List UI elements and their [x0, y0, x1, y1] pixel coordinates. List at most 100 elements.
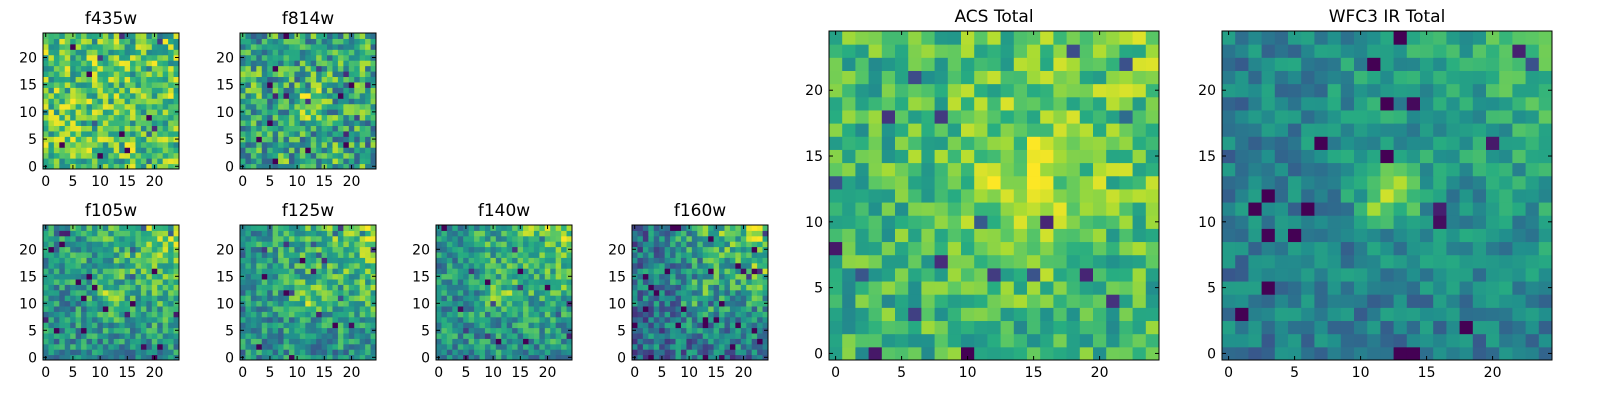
heatmap-cell: [561, 300, 568, 307]
heatmap-cell: [272, 114, 279, 121]
heatmap-cell: [354, 311, 361, 318]
heatmap-cell: [272, 338, 279, 345]
heatmap-cell: [267, 262, 274, 269]
heatmap-cell: [86, 103, 93, 110]
heatmap-cell: [934, 267, 949, 282]
heatmap-cell: [86, 322, 93, 329]
heatmap-cell: [140, 33, 147, 39]
heatmap-cell: [1027, 228, 1041, 243]
heatmap-cell: [1261, 228, 1276, 243]
heatmap-cell: [310, 311, 317, 318]
heatmap-cell: [64, 60, 71, 67]
heatmap-cell: [173, 306, 180, 312]
heatmap-cell: [119, 252, 126, 258]
heatmap-cell: [550, 295, 557, 302]
heatmap-cell: [961, 254, 975, 269]
heatmap-cell: [168, 49, 175, 56]
heatmap-cell: [113, 306, 120, 312]
heatmap-cell: [119, 147, 126, 154]
heatmap-cell: [245, 130, 252, 137]
heatmap-cell: [316, 54, 323, 61]
heatmap-cell: [664, 284, 671, 291]
heatmap-cell: [1380, 333, 1395, 348]
heatmap-cell: [294, 338, 301, 345]
heatmap-cell: [283, 92, 290, 99]
heatmap-cell: [895, 188, 909, 203]
heatmap-cell: [97, 300, 104, 307]
heatmap-cell: [343, 81, 350, 88]
heatmap-cell: [321, 114, 328, 121]
heatmap-cell: [1314, 307, 1329, 322]
heatmap-cell: [48, 103, 55, 110]
heatmap-cell: [113, 343, 120, 350]
heatmap-cell: [1367, 346, 1381, 361]
heatmap-cell: [365, 225, 372, 231]
heatmap-cell: [337, 284, 344, 291]
heatmap-cell: [91, 225, 98, 231]
heatmap-cell: [321, 295, 328, 302]
heatmap-cell: [659, 338, 666, 345]
heatmap-cell: [240, 120, 246, 126]
heatmap-cell: [130, 130, 136, 137]
heatmap-cell: [59, 316, 66, 323]
heatmap-cell: [365, 257, 372, 264]
heatmap-cell: [294, 235, 301, 242]
heatmap-cell: [97, 295, 104, 302]
heatmap-cell: [75, 252, 82, 258]
heatmap-cell: [261, 246, 268, 253]
heatmap-cell: [168, 81, 175, 88]
heatmap-cell: [173, 130, 180, 137]
heatmap-cell: [119, 279, 126, 285]
heatmap-cell: [130, 114, 136, 121]
heatmap-cell: [517, 279, 524, 285]
heatmap-cell: [686, 257, 693, 264]
heatmap-cell: [533, 306, 540, 312]
heatmap-cell: [653, 354, 660, 361]
heatmap-cell: [316, 71, 323, 78]
heatmap-cell: [1040, 267, 1054, 282]
heatmap-cell: [359, 163, 366, 170]
heatmap-cell: [343, 33, 350, 39]
heatmap-cell: [119, 246, 126, 253]
heatmap-cell: [1538, 294, 1553, 308]
heatmap-cell: [446, 246, 453, 253]
heatmap-cell: [91, 125, 98, 132]
heatmap-cell: [457, 268, 464, 275]
heatmap-cell: [113, 76, 120, 83]
heatmap-cell: [642, 306, 649, 312]
heatmap-cell: [1093, 31, 1107, 45]
heatmap-cell: [1340, 294, 1355, 308]
heatmap-cell: [310, 33, 317, 39]
heatmap-cell: [659, 262, 666, 269]
heatmap-cell: [468, 316, 475, 323]
heatmap-cell: [868, 149, 883, 164]
y-tick-label: 5: [28, 132, 37, 148]
heatmap-cell: [53, 71, 60, 78]
heatmap-cell: [332, 152, 339, 159]
heatmap-cell: [501, 235, 508, 242]
heatmap-cell: [43, 241, 49, 248]
heatmap-cell: [1013, 281, 1028, 295]
heatmap-cell: [708, 311, 715, 318]
heatmap-cell: [648, 306, 655, 312]
heatmap-cell: [708, 349, 715, 356]
heatmap-cell: [359, 273, 366, 280]
heatmap-cell: [124, 76, 131, 83]
heatmap-cell: [1093, 333, 1107, 348]
heatmap-cell: [1093, 346, 1107, 361]
heatmap-cell: [337, 246, 344, 253]
heatmap-cell: [479, 343, 486, 350]
heatmap-cell: [256, 273, 263, 280]
heatmap-cell: [370, 141, 377, 148]
heatmap-cell: [140, 268, 147, 275]
heatmap-cell: [1013, 96, 1028, 111]
heatmap-cell: [359, 130, 366, 137]
heatmap-cell: [124, 322, 131, 329]
heatmap-cell: [1380, 162, 1395, 177]
heatmap-cell: [544, 306, 551, 312]
heatmap-cell: [348, 268, 355, 275]
heatmap-cell: [310, 246, 317, 253]
heatmap-cell: [97, 306, 104, 312]
heatmap-cell: [81, 54, 88, 61]
heatmap-cell: [457, 225, 464, 231]
